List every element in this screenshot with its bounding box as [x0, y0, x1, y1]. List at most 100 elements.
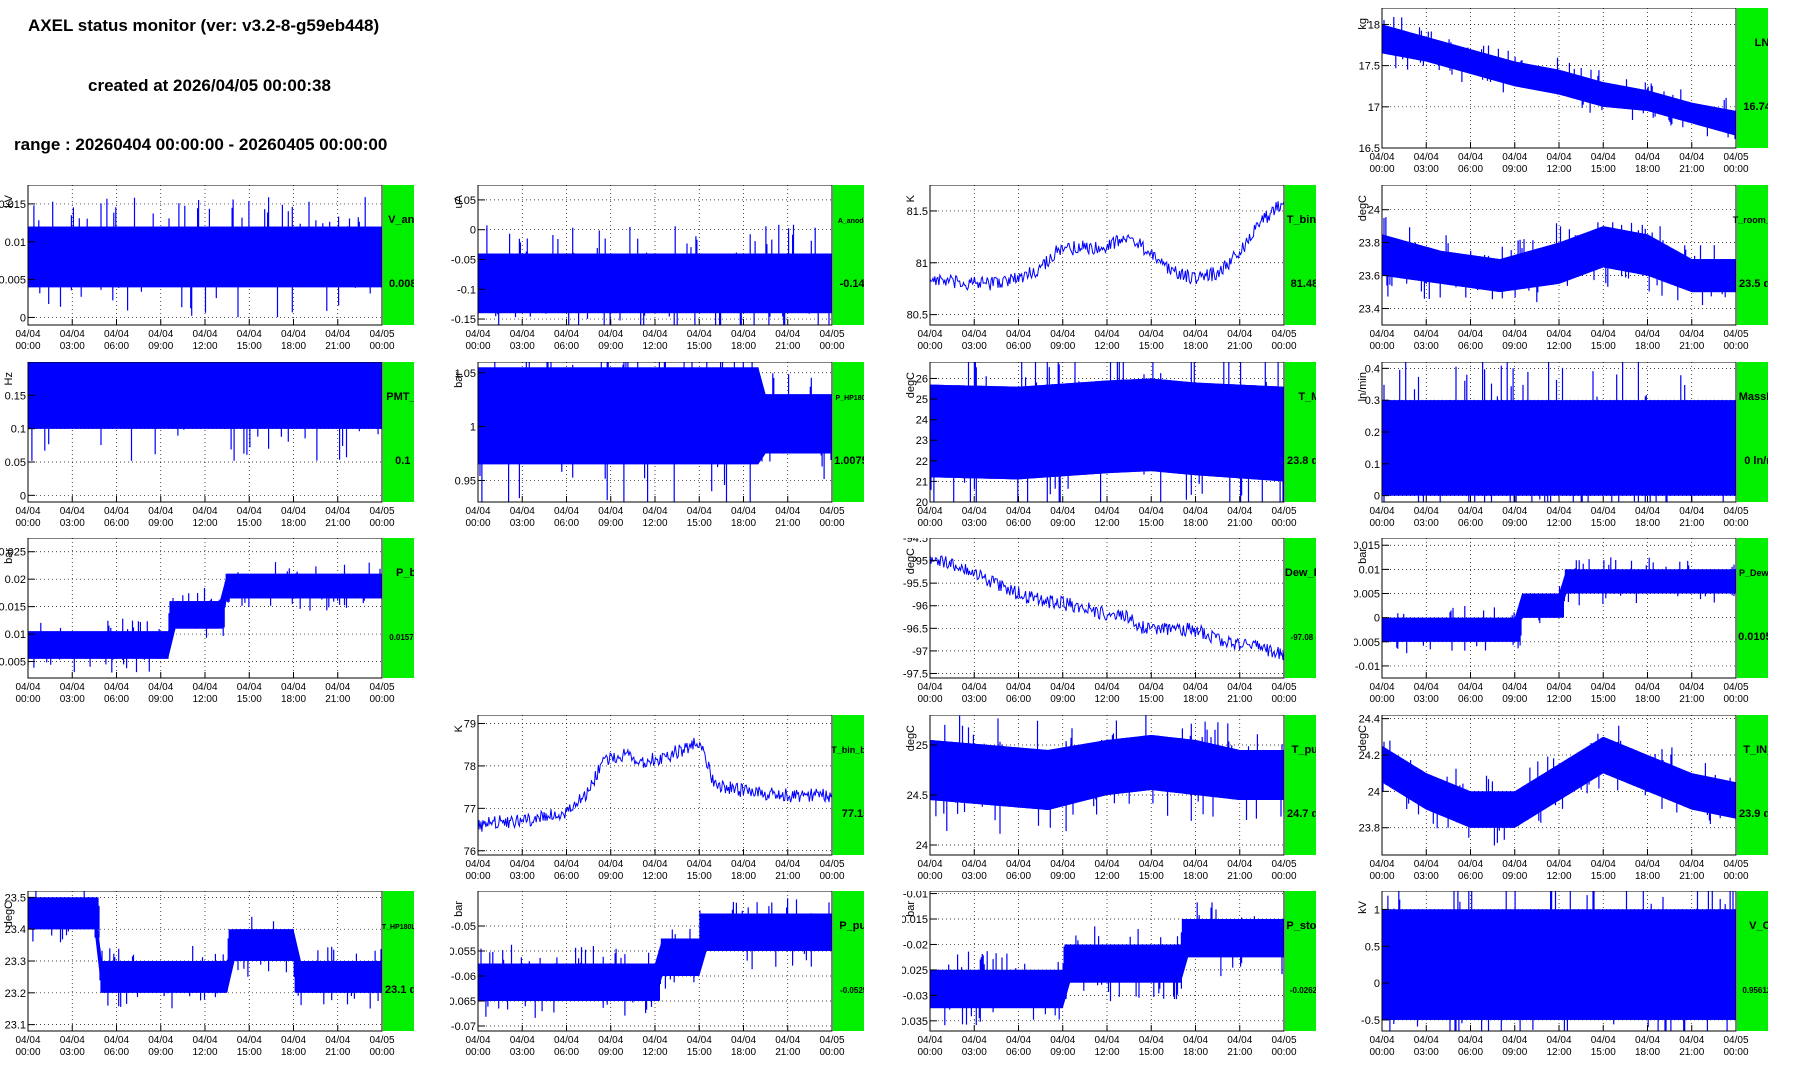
series-t_ms — [930, 362, 1284, 502]
x-tick-date: 04/04 — [1227, 506, 1252, 517]
x-tick-date: 04/04 — [962, 329, 987, 340]
y-tick-label: 24.2 — [1359, 750, 1380, 762]
x-tick-date: 04/04 — [1227, 329, 1252, 340]
y-tick-label: 23 — [916, 435, 928, 447]
x-tick-date: 04/04 — [510, 329, 535, 340]
x-tick-time: 00:00 — [1271, 341, 1296, 352]
x-tick-time: 00:00 — [1723, 518, 1748, 529]
x-tick-date: 04/05 — [819, 506, 844, 517]
x-tick-time: 18:00 — [1635, 518, 1660, 529]
series-p_dewpoint — [1382, 557, 1736, 654]
x-tick-time: 06:00 — [554, 871, 579, 882]
x-tick-time: 06:00 — [1458, 164, 1483, 175]
x-tick-time: 21:00 — [1679, 164, 1704, 175]
x-tick-time: 06:00 — [1458, 871, 1483, 882]
data-band-fill — [1382, 226, 1736, 293]
panel-pmt_rate: 00.050.10.15Hz04/0400:0004/0403:0004/040… — [3, 362, 414, 529]
status-name: LN2 — [1755, 37, 1768, 49]
panel-p_dewpoint: -0.01-0.00500.0050.010.015bar04/0400:000… — [1354, 538, 1768, 705]
y-axis-label: bar — [1357, 548, 1369, 564]
x-tick-date: 04/04 — [1050, 682, 1075, 693]
series-t_in_v0 — [1382, 725, 1736, 846]
x-tick-time: 09:00 — [1502, 164, 1527, 175]
panel-massflow: 00.10.20.30.4ln/min04/0400:0004/0403:000… — [1357, 362, 1768, 529]
status-value: 24.7 degC — [1287, 808, 1316, 820]
series-t_room_pt100 — [1382, 217, 1736, 306]
data-band-fill — [930, 735, 1284, 810]
y-tick-label: 17 — [1368, 102, 1380, 114]
status-box — [1737, 715, 1768, 855]
x-tick-time: 12:00 — [642, 1047, 667, 1058]
x-tick-time: 15:00 — [237, 518, 262, 529]
x-tick-time: 15:00 — [1591, 694, 1616, 705]
y-tick-label: 20 — [916, 497, 928, 509]
x-tick-time: 15:00 — [687, 341, 712, 352]
y-tick-label: 24 — [916, 840, 928, 852]
x-tick-date: 04/04 — [962, 506, 987, 517]
x-tick-date: 04/04 — [1679, 152, 1704, 163]
x-tick-date: 04/04 — [1414, 682, 1439, 693]
x-tick-time: 06:00 — [1458, 694, 1483, 705]
x-tick-time: 12:00 — [1094, 871, 1119, 882]
status-value: 0.0105 bar — [1738, 631, 1768, 643]
x-tick-date: 04/05 — [819, 859, 844, 870]
x-tick-time: 00:00 — [465, 1047, 490, 1058]
x-tick-time: 09:00 — [1050, 694, 1075, 705]
x-tick-time: 21:00 — [775, 1047, 800, 1058]
x-tick-time: 03:00 — [1414, 341, 1439, 352]
y-tick-label: -0.06 — [451, 971, 476, 983]
x-tick-date: 04/04 — [1502, 506, 1527, 517]
data-band-fill — [1382, 736, 1736, 828]
y-tick-label: 23.4 — [5, 924, 26, 936]
x-tick-time: 09:00 — [1502, 694, 1527, 705]
y-tick-label: -96 — [912, 601, 928, 613]
y-tick-label: 0.025 — [0, 547, 26, 559]
x-tick-date: 04/04 — [1458, 506, 1483, 517]
x-tick-date: 04/04 — [1414, 506, 1439, 517]
x-tick-date: 04/05 — [369, 329, 394, 340]
x-tick-time: 09:00 — [1502, 1047, 1527, 1058]
data-band-fill — [1382, 909, 1736, 1020]
y-tick-label: 23.1 — [5, 1020, 26, 1032]
x-tick-date: 04/04 — [731, 1035, 756, 1046]
x-tick-time: 06:00 — [1006, 1047, 1031, 1058]
x-tick-date: 04/04 — [962, 682, 987, 693]
x-tick-time: 00:00 — [15, 694, 40, 705]
x-tick-date: 04/04 — [1679, 1035, 1704, 1046]
x-tick-time: 03:00 — [60, 1047, 85, 1058]
x-tick-date: 04/04 — [1414, 152, 1439, 163]
x-tick-time: 03:00 — [510, 341, 535, 352]
status-name: T_HP180L_PT100 — [382, 924, 414, 931]
x-tick-time: 00:00 — [369, 341, 394, 352]
x-tick-date: 04/04 — [731, 329, 756, 340]
x-tick-date: 04/04 — [237, 682, 262, 693]
status-name: V_CW — [1749, 920, 1768, 932]
y-axis-label: degC — [1357, 725, 1369, 751]
x-tick-time: 06:00 — [104, 694, 129, 705]
series-v_cw — [1382, 891, 1736, 1031]
x-tick-time: 18:00 — [1635, 871, 1660, 882]
panel-t_bin_top: 80.58181.5K04/0400:0004/0403:0004/0406:0… — [905, 185, 1316, 352]
x-tick-time: 18:00 — [731, 871, 756, 882]
x-tick-time: 09:00 — [1050, 871, 1075, 882]
x-tick-date: 04/04 — [148, 329, 173, 340]
x-tick-date: 04/04 — [1458, 1035, 1483, 1046]
y-axis-label: degC — [905, 725, 917, 751]
status-value: -0.02625 bar — [1290, 986, 1316, 995]
series-dew_point — [930, 554, 1284, 661]
x-tick-time: 09:00 — [1050, 1047, 1075, 1058]
status-name: A_anode(adj.) — [838, 218, 864, 225]
status-value: 0.008 kV — [389, 278, 414, 290]
x-tick-date: 04/05 — [1723, 1035, 1748, 1046]
x-tick-time: 03:00 — [60, 518, 85, 529]
x-tick-date: 04/04 — [104, 506, 129, 517]
y-tick-label: 24.4 — [1359, 715, 1380, 726]
y-tick-label: 0.015 — [0, 199, 26, 211]
x-tick-date: 04/04 — [1679, 682, 1704, 693]
y-tick-label: -0.15 — [451, 314, 476, 326]
x-tick-time: 12:00 — [1546, 164, 1571, 175]
x-tick-date: 04/05 — [1723, 152, 1748, 163]
y-tick-label: 1.05 — [455, 368, 476, 380]
x-tick-time: 15:00 — [687, 518, 712, 529]
x-tick-date: 04/04 — [1139, 682, 1164, 693]
